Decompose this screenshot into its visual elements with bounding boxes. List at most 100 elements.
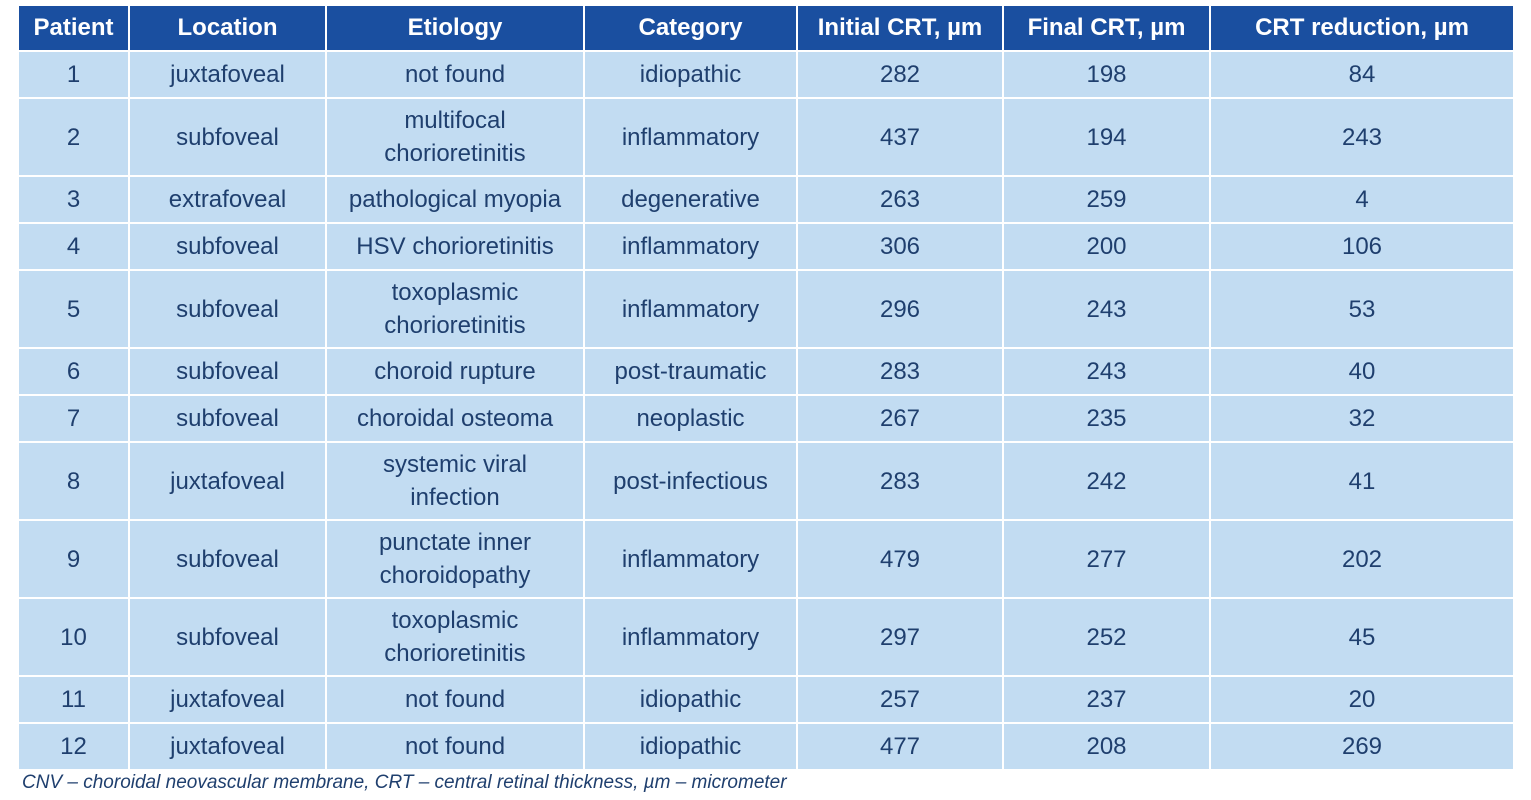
cell-location: subfoveal (128, 97, 327, 177)
etiology-line: not found (404, 686, 506, 713)
cell-crt-reduction: 202 (1209, 519, 1515, 599)
cell-crt-reduction: 4 (1209, 175, 1515, 224)
etiology-line: not found (404, 733, 506, 760)
cell-category: neoplastic (583, 394, 798, 443)
etiology-line: chorioretinitis (384, 640, 526, 667)
etiology-line: not found (404, 61, 506, 88)
etiology-line: toxoplasmic (391, 279, 519, 306)
cell-location: subfoveal (128, 597, 327, 677)
header-etiology: Etiology (325, 4, 585, 52)
cell-location: subfoveal (128, 222, 327, 271)
table-row: 7 subfoveal choroidal osteoma neoplastic 267… (17, 394, 1515, 443)
table-row: 4 subfoveal HSV chorioretinitis inflammator… (17, 222, 1515, 271)
cell-initial-crt: 297 (796, 597, 1004, 677)
cell-final-crt: 277 (1002, 519, 1211, 599)
etiology-line: choroidal osteoma (356, 405, 554, 432)
header-patient: Patient (17, 4, 130, 52)
etiology-line: chorioretinitis (384, 312, 526, 339)
table-row: 8 juxtafoveal systemic viral infection post-… (17, 441, 1515, 521)
cell-final-crt: 208 (1002, 722, 1211, 771)
cell-crt-reduction: 20 (1209, 675, 1515, 724)
cell-crt-reduction: 41 (1209, 441, 1515, 521)
cell-initial-crt: 477 (796, 722, 1004, 771)
cell-location: juxtafoveal (128, 50, 327, 99)
cell-etiology: not found (325, 722, 585, 771)
cell-etiology: not found (325, 50, 585, 99)
cell-initial-crt: 283 (796, 441, 1004, 521)
cell-location: subfoveal (128, 394, 327, 443)
table-row: 5 subfoveal toxoplasmic chorioretinitis infl… (17, 269, 1515, 349)
etiology-line: chorioretinitis (384, 140, 526, 167)
cell-etiology: toxoplasmic chorioretinitis (325, 269, 585, 349)
cell-etiology: multifocal chorioretinitis (325, 97, 585, 177)
cell-patient: 11 (17, 675, 130, 724)
cell-patient: 9 (17, 519, 130, 599)
table-row: 10 subfoveal toxoplasmic chorioretinitis inf… (17, 597, 1515, 677)
cell-patient: 8 (17, 441, 130, 521)
cell-initial-crt: 263 (796, 175, 1004, 224)
cell-final-crt: 235 (1002, 394, 1211, 443)
cell-patient: 12 (17, 722, 130, 771)
table-body: 1 juxtafoveal not found idiopathic 282 198 84 2… (17, 50, 1515, 771)
cell-patient: 5 (17, 269, 130, 349)
table-row: 1 juxtafoveal not found idiopathic 282 198 84 (17, 50, 1515, 99)
cell-category: idiopathic (583, 722, 798, 771)
results-table-container: Patient Location Etiology Category Initi… (17, 4, 1515, 771)
cell-location: subfoveal (128, 519, 327, 599)
etiology-line: infection (410, 484, 500, 511)
cell-category: inflammatory (583, 97, 798, 177)
cell-crt-reduction: 84 (1209, 50, 1515, 99)
cell-patient: 2 (17, 97, 130, 177)
cell-final-crt: 237 (1002, 675, 1211, 724)
cell-location: juxtafoveal (128, 441, 327, 521)
cell-category: idiopathic (583, 675, 798, 724)
cell-patient: 6 (17, 347, 130, 396)
cell-initial-crt: 479 (796, 519, 1004, 599)
table-row: 9 subfoveal punctate inner choroidopathy inf… (17, 519, 1515, 599)
header-location: Location (128, 4, 327, 52)
cell-patient: 4 (17, 222, 130, 271)
cell-category: degenerative (583, 175, 798, 224)
cell-etiology: systemic viral infection (325, 441, 585, 521)
cell-etiology: not found (325, 675, 585, 724)
cell-category: inflammatory (583, 269, 798, 349)
cell-category: inflammatory (583, 597, 798, 677)
etiology-line: choroidopathy (379, 562, 531, 589)
cell-etiology: choroidal osteoma (325, 394, 585, 443)
cell-final-crt: 198 (1002, 50, 1211, 99)
cell-category: inflammatory (583, 222, 798, 271)
cell-etiology: toxoplasmic chorioretinitis (325, 597, 585, 677)
cell-final-crt: 243 (1002, 347, 1211, 396)
results-table: Patient Location Etiology Category Initi… (17, 4, 1515, 771)
header-final-crt: Final CRT, µm (1002, 4, 1211, 52)
cell-etiology: punctate inner choroidopathy (325, 519, 585, 599)
cell-category: idiopathic (583, 50, 798, 99)
cell-crt-reduction: 40 (1209, 347, 1515, 396)
cell-crt-reduction: 45 (1209, 597, 1515, 677)
etiology-line: systemic viral (382, 451, 527, 478)
cell-category: inflammatory (583, 519, 798, 599)
cell-location: juxtafoveal (128, 675, 327, 724)
etiology-line: pathological myopia (348, 186, 562, 213)
cell-initial-crt: 282 (796, 50, 1004, 99)
header-row: Patient Location Etiology Category Initi… (17, 4, 1515, 52)
cell-initial-crt: 257 (796, 675, 1004, 724)
cell-patient: 10 (17, 597, 130, 677)
etiology-line: HSV chorioretinitis (356, 233, 554, 260)
cell-crt-reduction: 243 (1209, 97, 1515, 177)
table-row: 11 juxtafoveal not found idiopathic 257 237 20 (17, 675, 1515, 724)
cell-etiology: pathological myopia (325, 175, 585, 224)
etiology-line: punctate inner (378, 529, 532, 556)
table-row: 12 juxtafoveal not found idiopathic 477 208 26… (17, 722, 1515, 771)
cell-patient: 3 (17, 175, 130, 224)
etiology-line: choroid rupture (374, 358, 536, 385)
footnote: CNV – choroidal neovascular membrane, CR… (22, 772, 787, 793)
cell-category: post-traumatic (583, 347, 798, 396)
header-crt-reduction: CRT reduction, µm (1209, 4, 1515, 52)
cell-initial-crt: 437 (796, 97, 1004, 177)
cell-crt-reduction: 106 (1209, 222, 1515, 271)
cell-initial-crt: 267 (796, 394, 1004, 443)
cell-location: subfoveal (128, 269, 327, 349)
cell-final-crt: 252 (1002, 597, 1211, 677)
header-category: Category (583, 4, 798, 52)
